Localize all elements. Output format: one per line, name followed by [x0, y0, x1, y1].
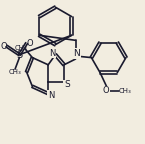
- Text: S: S: [64, 80, 70, 89]
- Text: CH₃: CH₃: [118, 88, 131, 94]
- Text: N: N: [74, 49, 80, 58]
- Text: S: S: [16, 50, 22, 60]
- Text: O: O: [26, 39, 33, 48]
- Text: CH₃: CH₃: [9, 69, 21, 75]
- Text: O: O: [0, 42, 7, 51]
- Text: O: O: [103, 86, 109, 95]
- Text: N: N: [48, 91, 54, 100]
- Text: N: N: [49, 49, 56, 58]
- Text: CH₃: CH₃: [14, 44, 27, 51]
